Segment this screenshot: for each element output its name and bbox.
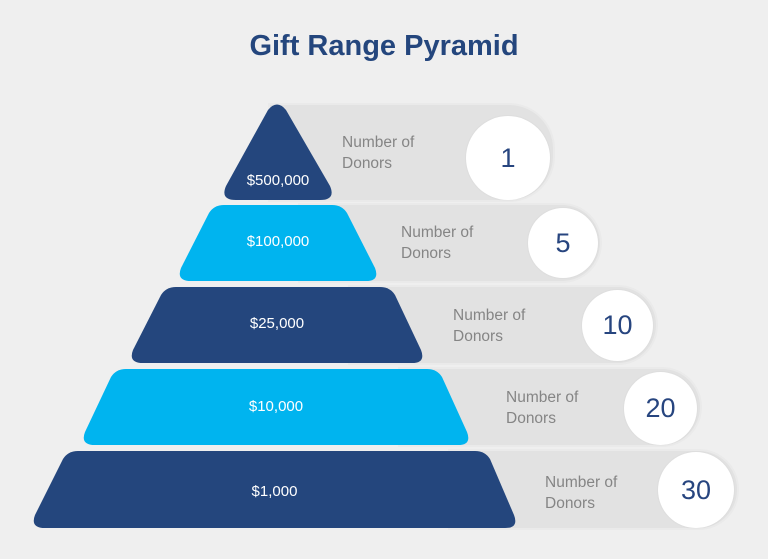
tier-1-label-line2: Donors	[342, 155, 392, 172]
tier-5-label: Number of Donors	[545, 472, 617, 514]
tier-1-label-line1: Number of	[342, 134, 415, 151]
tier-2-label-line2: Donors	[401, 245, 451, 262]
tier-1-shape	[224, 104, 332, 200]
tier-2-donor-count: 5	[528, 208, 598, 278]
tier-3-amount: $25,000	[249, 315, 305, 332]
tier-5-label-line1: Number of	[545, 474, 618, 491]
page-title: Gift Range Pyramid	[249, 30, 519, 62]
tier-2-amount: $100,000	[246, 233, 310, 250]
tier-4-label-line2: Donors	[506, 410, 556, 427]
tier-5-amount: $1,000	[251, 483, 298, 500]
tier-4-label: Number of Donors	[506, 387, 578, 429]
tier-2-label: Number of Donors	[401, 222, 473, 264]
tier-4-label-line1: Number of	[506, 389, 579, 406]
tier-5-label-line2: Donors	[545, 495, 595, 512]
tier-1-label: Number of Donors	[342, 132, 414, 174]
tier-3-shape	[131, 287, 423, 363]
tier-4-shape	[83, 369, 469, 445]
tier-4-amount: $10,000	[248, 398, 304, 415]
tier-3-donor-count: 10	[582, 290, 653, 361]
tier-1-donor-count: 1	[466, 116, 550, 200]
tier-4-donor-count: 20	[624, 372, 697, 445]
tier-5-donor-count: 30	[658, 452, 734, 528]
tier-5-shape	[33, 451, 516, 528]
tier-1-amount: $500,000	[246, 172, 310, 189]
tier-3-label: Number of Donors	[453, 305, 525, 347]
tier-2-label-line1: Number of	[401, 224, 474, 241]
tier-2-shape	[179, 205, 377, 281]
tier-3-label-line2: Donors	[453, 328, 503, 345]
tier-3-label-line1: Number of	[453, 307, 526, 324]
